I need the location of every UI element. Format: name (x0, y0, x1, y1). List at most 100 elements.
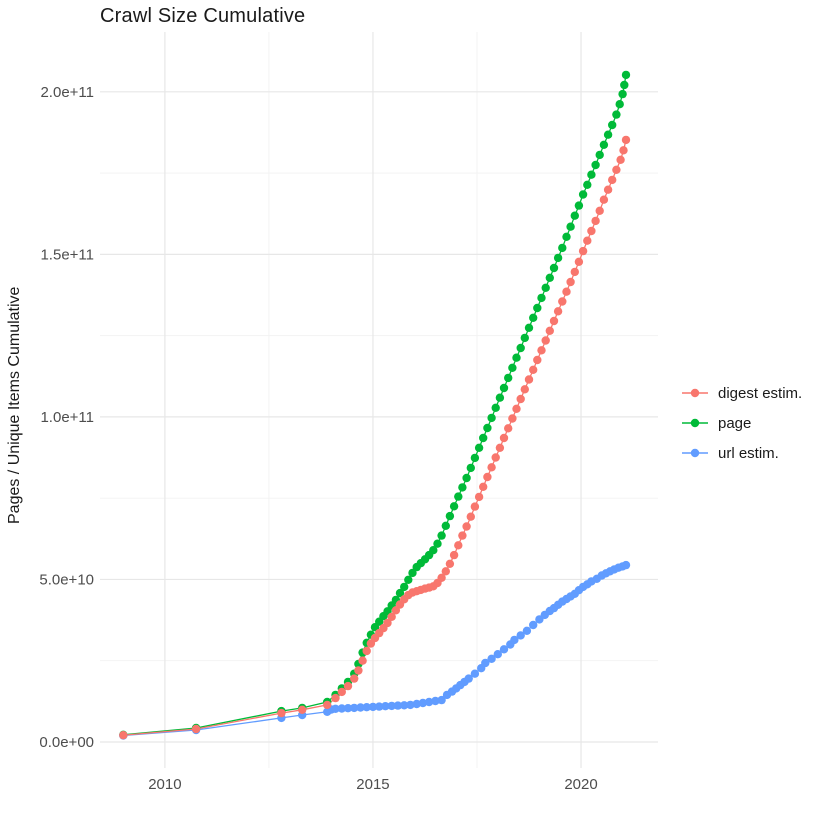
data-point (449, 502, 459, 511)
data-point (570, 267, 579, 277)
data-point (562, 287, 571, 296)
data-point (615, 100, 624, 109)
data-point (504, 424, 513, 433)
data-point (337, 687, 346, 697)
data-point (343, 704, 353, 713)
data-point (520, 333, 529, 343)
legend-dot (690, 448, 700, 458)
data-point (587, 226, 596, 236)
legend: digest estim. page url estim. (680, 378, 802, 468)
data-point (350, 703, 359, 713)
legend-key-url (682, 448, 708, 458)
data-point (362, 703, 371, 712)
data-point (583, 236, 592, 245)
data-point (474, 492, 484, 502)
axis-tick-labels: 0.0e+00 5.0e+10 1.0e+11 1.5e+11 2.0e+11 2010 2… (39, 84, 597, 793)
legend-item-url: url estim. (680, 438, 802, 468)
legend-label: page (718, 414, 752, 432)
data-point (323, 700, 332, 710)
data-point (331, 704, 340, 713)
legend-dot (690, 418, 700, 428)
data-point (566, 277, 575, 287)
data-point (454, 492, 463, 501)
data-point (350, 674, 359, 683)
data-point (553, 307, 563, 316)
data-point (618, 89, 627, 99)
x-tick-label: 2015 (356, 776, 389, 793)
data-point (470, 453, 480, 463)
data-point (454, 541, 463, 550)
data-point (483, 472, 492, 482)
data-point (499, 645, 509, 654)
data-point (412, 699, 421, 709)
series-line (123, 74, 627, 736)
data-point (537, 346, 546, 355)
data-point (558, 243, 567, 253)
data-point (520, 385, 529, 394)
data-point (383, 618, 392, 628)
legend-dot (690, 388, 700, 398)
series-points (119, 560, 631, 740)
data-point (549, 316, 559, 326)
data-point (524, 375, 534, 384)
data-point (508, 363, 517, 372)
x-tick-label: 2020 (564, 776, 597, 793)
data-point (621, 70, 631, 80)
legend-key-page (682, 418, 708, 428)
data-point (512, 353, 521, 362)
data-point (516, 631, 525, 640)
data-point (510, 635, 519, 645)
data-point (395, 588, 405, 598)
data-point (474, 443, 484, 452)
data-point (495, 393, 505, 402)
data-point (277, 708, 286, 718)
data-point (445, 559, 455, 568)
data-point (512, 404, 521, 413)
data-point (424, 697, 434, 707)
data-point (437, 695, 446, 705)
gridlines (100, 32, 658, 768)
data-point (524, 323, 534, 332)
data-point (562, 232, 571, 241)
data-point (487, 463, 496, 472)
data-point (464, 674, 473, 683)
data-point (612, 110, 621, 119)
data-point (487, 413, 496, 423)
y-tick-label: 5.0e+10 (39, 571, 94, 588)
data-point (483, 423, 492, 433)
y-tick-label: 2.0e+11 (40, 84, 94, 101)
data-point (387, 612, 396, 621)
data-point (574, 257, 584, 266)
data-point (516, 394, 525, 404)
chart-title: Crawl Size Cumulative (100, 5, 306, 27)
data-point (458, 483, 467, 492)
data-point (558, 297, 567, 306)
series-line (123, 139, 627, 736)
data-point (619, 146, 628, 155)
data-point (441, 521, 450, 530)
data-point (462, 522, 471, 531)
x-tick-label: 2010 (148, 776, 181, 793)
data-point (493, 650, 502, 659)
data-point (595, 150, 604, 160)
data-point (499, 383, 509, 393)
data-point (479, 482, 488, 491)
data-point (404, 575, 413, 584)
data-point (362, 646, 371, 656)
data-point (431, 696, 440, 706)
series-points (119, 135, 631, 740)
data-point (608, 120, 617, 130)
data-point (566, 222, 575, 231)
data-point (612, 165, 621, 174)
data-point (418, 698, 428, 708)
data-point (553, 253, 563, 263)
y-tick-label: 1.5e+11 (40, 246, 94, 263)
data-point (391, 606, 401, 615)
data-point (545, 326, 554, 335)
data-point (621, 560, 631, 570)
data-point (545, 273, 554, 282)
data-point (441, 567, 450, 576)
data-point (119, 731, 128, 740)
data-point (578, 190, 588, 199)
